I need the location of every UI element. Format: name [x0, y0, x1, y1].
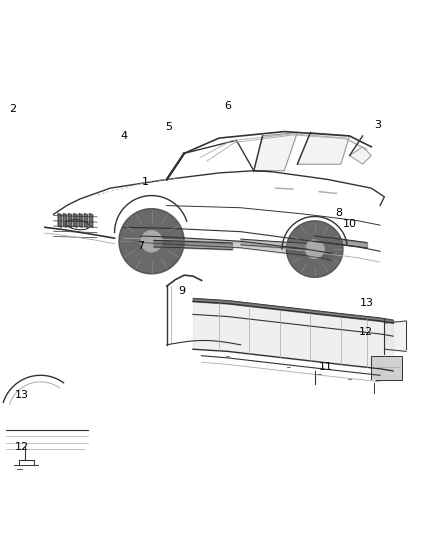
Circle shape — [225, 353, 230, 358]
Circle shape — [305, 239, 324, 259]
Polygon shape — [79, 213, 82, 228]
Text: 13: 13 — [360, 298, 374, 309]
Polygon shape — [74, 213, 77, 228]
Polygon shape — [89, 213, 93, 228]
Polygon shape — [68, 213, 72, 228]
Polygon shape — [84, 213, 88, 228]
Text: 7: 7 — [137, 240, 144, 251]
Circle shape — [317, 371, 322, 376]
Circle shape — [255, 359, 261, 364]
Polygon shape — [286, 221, 343, 277]
Text: 5: 5 — [166, 122, 173, 132]
Text: 4: 4 — [120, 131, 128, 141]
Text: 3: 3 — [374, 120, 381, 130]
Text: 8: 8 — [335, 208, 342, 218]
Circle shape — [371, 380, 376, 385]
Text: 6: 6 — [224, 101, 231, 111]
Text: 13: 13 — [15, 390, 29, 400]
Text: 10: 10 — [343, 219, 357, 229]
Circle shape — [286, 365, 291, 370]
Circle shape — [16, 465, 23, 472]
Text: 12: 12 — [359, 327, 373, 337]
Text: 9: 9 — [178, 286, 186, 296]
Text: 11: 11 — [318, 362, 332, 373]
Text: 2: 2 — [9, 104, 16, 114]
Circle shape — [312, 368, 318, 374]
Polygon shape — [58, 213, 61, 228]
Circle shape — [141, 230, 162, 252]
Polygon shape — [119, 208, 184, 274]
Polygon shape — [297, 133, 350, 164]
Polygon shape — [350, 147, 371, 164]
Text: 12: 12 — [15, 442, 29, 452]
Text: 1: 1 — [141, 176, 148, 187]
Polygon shape — [371, 356, 402, 379]
Polygon shape — [254, 133, 297, 171]
Polygon shape — [63, 213, 67, 228]
Circle shape — [347, 377, 352, 382]
